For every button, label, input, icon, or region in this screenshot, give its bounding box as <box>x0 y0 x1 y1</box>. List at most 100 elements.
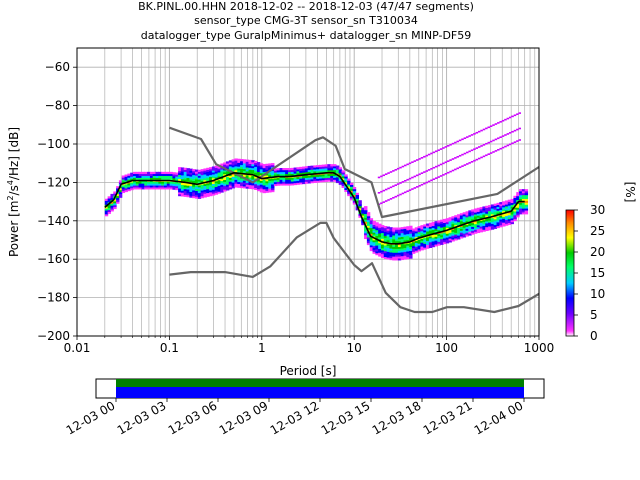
heatmap-cell <box>166 171 171 175</box>
heatmap-cell <box>364 221 368 224</box>
heatmap-cell <box>180 192 185 195</box>
heatmap-cell <box>395 229 399 232</box>
heatmap-cell <box>211 170 216 173</box>
heatmap-cell <box>161 183 165 186</box>
heatmap-cell <box>152 185 157 188</box>
heatmap-cell <box>395 227 399 230</box>
heatmap-cell <box>479 212 483 216</box>
heatmap-outlier <box>451 142 455 145</box>
heatmap-cell <box>276 179 281 182</box>
heatmap-cell <box>245 163 250 166</box>
heatmap-cell <box>158 177 162 180</box>
heatmap-cell <box>462 227 467 230</box>
heatmap-outlier <box>470 160 474 163</box>
heatmap-cell <box>428 236 433 239</box>
heatmap-cell <box>200 184 205 187</box>
heatmap-cell <box>333 177 337 180</box>
heatmap-cell <box>423 245 427 248</box>
heatmap-cell <box>259 163 264 166</box>
heatmap-cell <box>521 191 526 194</box>
heatmap-cell <box>369 223 374 227</box>
heatmap-cell <box>366 242 371 246</box>
heatmap-cell <box>417 241 421 244</box>
heatmap-cell <box>172 177 176 181</box>
heatmap-cell <box>183 188 188 192</box>
heatmap-cell <box>426 229 430 232</box>
heatmap-cell <box>296 176 300 180</box>
heatmap-cell <box>279 179 283 182</box>
heatmap-cell <box>327 173 331 176</box>
heatmap-cell <box>214 182 219 186</box>
heatmap-cell <box>479 216 483 219</box>
heatmap-cell <box>386 253 390 256</box>
heatmap-cell <box>420 234 424 237</box>
heatmap-cell <box>155 185 159 188</box>
heatmap-cell <box>490 214 495 217</box>
heatmap-cell <box>341 183 345 187</box>
heatmap-cell <box>479 230 483 233</box>
heatmap-cell <box>400 232 405 236</box>
heatmap-outlier <box>466 151 469 154</box>
heatmap-cell <box>510 204 514 207</box>
heatmap-cell <box>519 210 523 213</box>
heatmap-cell <box>437 228 441 231</box>
heatmap-cell <box>380 230 385 234</box>
heatmap-cell <box>431 221 436 225</box>
heatmap-cell <box>228 160 233 163</box>
heatmap-cell <box>521 212 526 215</box>
heatmap-cell <box>403 251 407 254</box>
heatmap-cell <box>395 248 399 251</box>
heatmap-outlier <box>446 160 450 162</box>
heatmap-cell <box>285 173 289 176</box>
heatmap-cell <box>499 215 503 218</box>
heatmap-cell <box>462 212 467 215</box>
heatmap-outlier <box>399 193 402 196</box>
heatmap-cell <box>302 176 306 179</box>
y-tick-label: −100 <box>37 137 70 151</box>
heatmap-cell <box>454 230 458 233</box>
heatmap-cell <box>206 188 210 192</box>
heatmap-cell <box>124 189 128 193</box>
heatmap-cell <box>192 176 196 179</box>
heatmap-outlier <box>404 191 407 194</box>
heatmap-cell <box>488 210 492 214</box>
heatmap-cell <box>349 188 354 191</box>
heatmap-cell <box>524 194 529 198</box>
heatmap-cell <box>251 175 255 178</box>
heatmap-cell <box>186 175 190 179</box>
heatmap-cell <box>479 207 483 210</box>
heatmap-outlier <box>454 168 457 171</box>
heatmap-cell <box>521 192 526 196</box>
heatmap-cell <box>121 179 126 182</box>
heatmap-cell <box>485 228 489 232</box>
heatmap-cell <box>400 244 405 247</box>
heatmap-cell <box>178 193 182 197</box>
heatmap-cell <box>214 180 219 184</box>
heatmap-cell <box>344 174 348 177</box>
heatmap-cell <box>372 230 376 233</box>
heatmap-cell <box>237 160 241 163</box>
heatmap-cell <box>228 183 233 186</box>
heatmap-cell <box>372 228 376 231</box>
heatmap-cell <box>206 177 210 180</box>
heatmap-cell <box>409 235 413 238</box>
heatmap-cell <box>110 197 114 200</box>
heatmap-cell <box>271 188 275 191</box>
heatmap-cell <box>163 175 168 178</box>
heatmap-cell <box>228 181 233 184</box>
heatmap-cell <box>335 180 340 184</box>
heatmap-cell <box>366 239 371 242</box>
heatmap-cell <box>454 219 458 222</box>
heatmap-cell <box>468 227 472 230</box>
heatmap-cell <box>141 187 145 190</box>
heatmap-cell <box>378 242 382 246</box>
heatmap-cell <box>217 183 221 186</box>
heatmap-cell <box>510 212 514 215</box>
heatmap-cell <box>502 214 506 217</box>
heatmap-cell <box>383 243 388 246</box>
heatmap-cell <box>124 174 128 177</box>
heatmap-cell <box>417 226 421 229</box>
heatmap-cell <box>180 184 185 187</box>
heatmap-outlier <box>475 131 479 134</box>
heatmap-cell <box>369 237 374 240</box>
